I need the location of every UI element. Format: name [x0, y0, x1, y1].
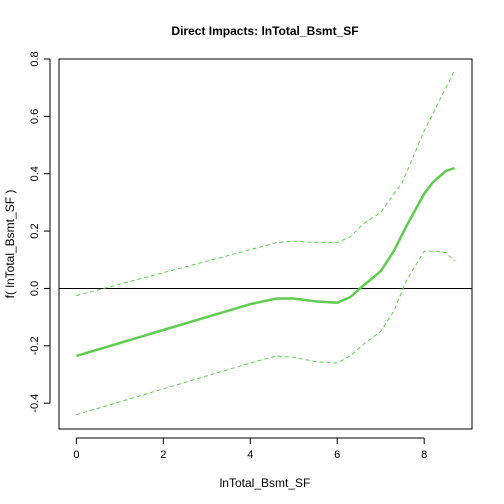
y-axis-label: f( lnTotal_Bsmt_SF )	[3, 190, 17, 299]
y-tick-label: 0.6	[29, 109, 41, 124]
x-axis-label: lnTotal_Bsmt_SF	[220, 476, 311, 490]
plot-area	[59, 70, 472, 416]
y-tick-label: 0.2	[29, 223, 41, 238]
y-tick-label: -0.2	[29, 336, 41, 355]
series-upper-line	[76, 70, 456, 297]
x-tick-label: 0	[73, 449, 79, 461]
y-axis: -0.4 -0.2 0.0 0.2 0.4 0.6 0.8	[29, 51, 51, 413]
x-axis: 0 2 4 6 8	[73, 437, 427, 461]
series-lower-line	[76, 250, 455, 416]
y-tick-label: 0.0	[29, 281, 41, 296]
plot-frame	[58, 58, 473, 430]
series-fit-line	[76, 166, 455, 358]
x-tick-label: 6	[334, 449, 340, 461]
chart-title: Direct Impacts: lnTotal_Bsmt_SF	[171, 24, 358, 38]
y-tick-label: -0.4	[29, 394, 41, 413]
x-tick-label: 8	[421, 449, 427, 461]
y-tick-label: 0.8	[29, 51, 41, 66]
x-tick-label: 4	[247, 449, 253, 461]
x-tick-label: 2	[160, 449, 166, 461]
y-tick-label: 0.4	[29, 166, 41, 181]
